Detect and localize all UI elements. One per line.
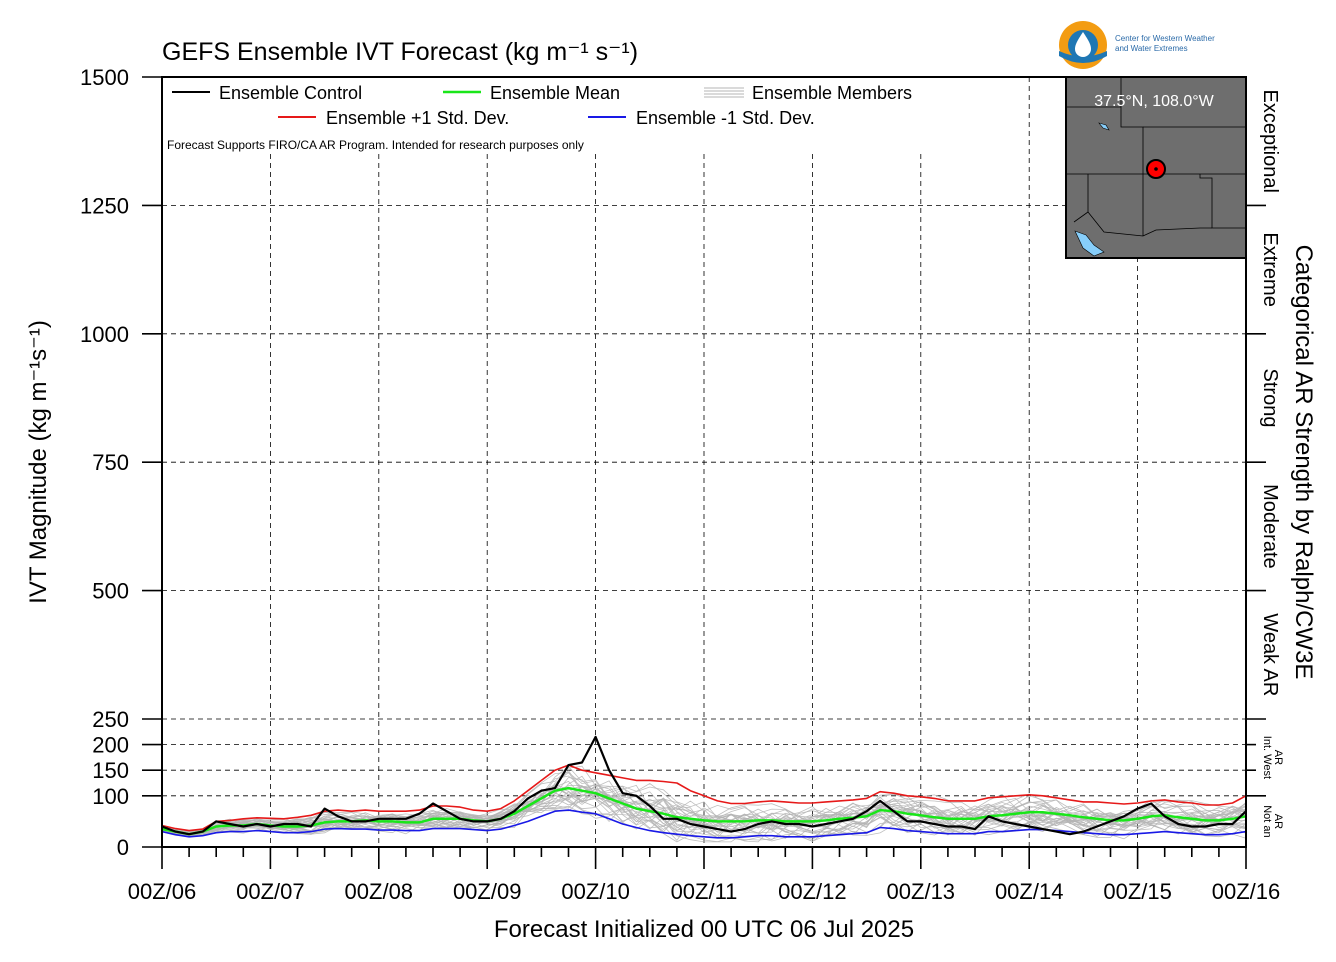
- x-axis-label: Forecast Initialized 00 UTC 06 Jul 2025: [494, 916, 914, 943]
- category-label-line: Not an: [1261, 805, 1273, 837]
- category-label: Int. West AR: [1261, 736, 1284, 779]
- category-label-line: AR: [1272, 814, 1284, 829]
- series-line: [161, 809, 1247, 839]
- water-drop-icon: [1075, 32, 1091, 57]
- y-tick-label: 0: [117, 835, 129, 860]
- series-layer: [161, 735, 1247, 839]
- y-tick-label: 200: [92, 733, 129, 758]
- y-tick-label: 100: [92, 784, 129, 809]
- map-water-gulf: [1074, 230, 1105, 257]
- y-tick-label: 750: [92, 450, 129, 475]
- x-tick-label: 00Z/14: [995, 879, 1064, 904]
- inset-location-label: 37.5°N, 108.0°W: [1094, 93, 1214, 110]
- legend-plus-label: Ensemble +1 Std. Dev.: [326, 108, 509, 128]
- category-label: Not an AR: [1261, 805, 1284, 837]
- x-tick-label: 00Z/16: [1212, 879, 1281, 904]
- category-label-text: Weak AR: [1259, 613, 1281, 696]
- chart-title: GEFS Ensemble IVT Forecast (kg m⁻¹ s⁻¹): [162, 38, 638, 66]
- category-label-text: Exceptional: [1259, 89, 1281, 192]
- cw3e-logo: Center for Western Weather and Water Ext…: [1059, 21, 1215, 69]
- legend-members-swatch: [704, 87, 744, 98]
- category-label-line: AR: [1272, 750, 1284, 765]
- x-tick-label: 00Z/15: [1103, 879, 1172, 904]
- location-inset-map: 37.5°N, 108.0°W: [1065, 76, 1247, 259]
- category-label: Strong: [1259, 369, 1281, 428]
- legend: Ensemble Control Ensemble Mean Ensemble …: [167, 83, 912, 152]
- x-tick-label: 00Z/11: [671, 879, 738, 904]
- legend-control-label: Ensemble Control: [219, 83, 362, 103]
- right-axis-label: Categorical AR Strength by Ralph/CW3E: [1290, 245, 1317, 680]
- category-label-line: Int. West: [1261, 736, 1273, 779]
- y-tick-label: 1250: [80, 193, 129, 218]
- legend-members-label: Ensemble Members: [752, 83, 912, 103]
- category-label-text: Moderate: [1259, 484, 1281, 569]
- category-label: Exceptional: [1259, 89, 1281, 192]
- legend-minus-label: Ensemble -1 Std. Dev.: [636, 108, 815, 128]
- y-tick-label: 1500: [80, 65, 129, 90]
- series-line: [161, 764, 1247, 832]
- category-label: Weak AR: [1259, 613, 1281, 696]
- category-label: Extreme: [1259, 232, 1281, 306]
- y-tick-label: 150: [92, 758, 129, 783]
- x-tick-label: 00Z/06: [128, 879, 197, 904]
- ensemble-member-line: [161, 784, 1247, 839]
- series-line: [161, 786, 1247, 836]
- x-tick-label: 00Z/10: [561, 879, 630, 904]
- x-tick-label: 00Z/12: [778, 879, 847, 904]
- y-tick-label: 500: [92, 579, 129, 604]
- x-tick-label: 00Z/09: [453, 879, 522, 904]
- ensemble-member-line: [161, 783, 1247, 841]
- disclaimer-text: Forecast Supports FIRO/CA AR Program. In…: [167, 138, 584, 152]
- y-axis-label: IVT Magnitude (kg m⁻¹s⁻¹): [25, 320, 52, 604]
- logo-text-line2: and Water Extremes: [1115, 44, 1188, 53]
- category-label: Moderate: [1259, 484, 1281, 569]
- map-water-lake: [1098, 122, 1110, 131]
- series-line: [161, 735, 1247, 836]
- legend-mean-label: Ensemble Mean: [490, 83, 620, 103]
- x-tick-label: 00Z/08: [345, 879, 414, 904]
- category-label-text: Extreme: [1259, 232, 1281, 306]
- y-tick-label: 1000: [80, 322, 129, 347]
- ensemble-members: [161, 765, 1247, 843]
- ensemble-member-line: [161, 782, 1247, 835]
- y-tick-label: 250: [92, 707, 129, 732]
- category-label-text: Strong: [1259, 369, 1281, 428]
- logo-text-line1: Center for Western Weather: [1115, 34, 1215, 43]
- x-tick-label: 00Z/07: [236, 879, 305, 904]
- x-tick-label: 00Z/13: [887, 879, 956, 904]
